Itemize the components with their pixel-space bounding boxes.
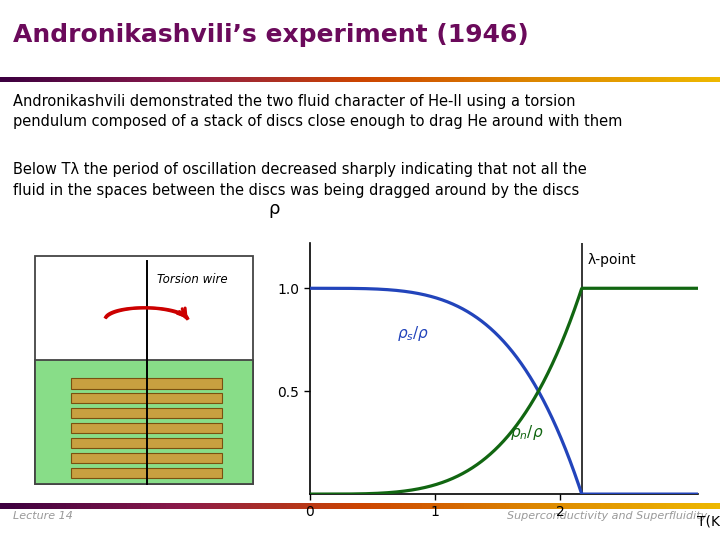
Bar bbox=[71, 468, 222, 478]
Text: ρ: ρ bbox=[269, 200, 280, 218]
Text: T(K): T(K) bbox=[697, 514, 720, 528]
Text: $\rho_n/\rho$: $\rho_n/\rho$ bbox=[510, 423, 544, 442]
Text: Superconductivity and Superfluidity: Superconductivity and Superfluidity bbox=[507, 511, 707, 521]
Text: $\rho_s/\rho$: $\rho_s/\rho$ bbox=[397, 324, 430, 343]
Bar bbox=[71, 408, 222, 418]
Bar bbox=[35, 255, 253, 484]
Text: λ-point: λ-point bbox=[588, 253, 636, 267]
Bar bbox=[71, 393, 222, 403]
Bar bbox=[35, 360, 253, 484]
Bar bbox=[71, 423, 222, 433]
Text: Lecture 14: Lecture 14 bbox=[13, 511, 73, 521]
Bar bbox=[71, 378, 222, 388]
Text: Andronikashvili’s experiment (1946): Andronikashvili’s experiment (1946) bbox=[13, 23, 528, 47]
Bar bbox=[71, 453, 222, 463]
Bar bbox=[71, 438, 222, 448]
Text: Andronikashvili demonstrated the two fluid character of He-II using a torsion
pe: Andronikashvili demonstrated the two flu… bbox=[13, 93, 622, 129]
Text: Below Tλ the period of oscillation decreased sharply indicating that not all the: Below Tλ the period of oscillation decre… bbox=[13, 163, 587, 198]
Text: Torsion wire: Torsion wire bbox=[157, 273, 228, 286]
